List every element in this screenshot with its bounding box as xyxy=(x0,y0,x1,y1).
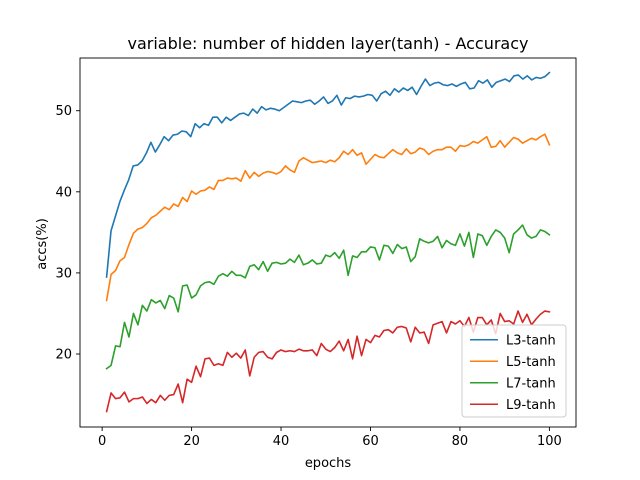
axes-frame xyxy=(79,57,577,428)
y-tick-label: 20 xyxy=(55,348,72,363)
chart-title: variable: number of hidden layer(tanh) -… xyxy=(127,34,528,53)
x-tick-label: 20 xyxy=(183,434,200,449)
y-axis-label: accs(%) xyxy=(35,218,50,270)
y-tick-label: 50 xyxy=(55,104,72,119)
y-tick-label: 40 xyxy=(55,185,72,200)
x-tick-label: 60 xyxy=(362,434,379,449)
plot-area: 0 20 40 60 80 100 20 30 40 50 L3-tanh L5-tanh L7-tan… xyxy=(55,57,577,449)
legend-label-l7-tanh: L7-tanh xyxy=(506,376,556,391)
x-axis-label: epochs xyxy=(305,456,352,471)
series-line-l7-tanh xyxy=(105,224,551,370)
legend-label-l5-tanh: L5-tanh xyxy=(506,355,556,370)
x-tick-label: 80 xyxy=(452,434,469,449)
legend-label-l9-tanh: L9-tanh xyxy=(506,398,556,413)
x-tick-label: 100 xyxy=(537,434,562,449)
x-tick-label: 0 xyxy=(98,434,106,449)
x-tick-label: 40 xyxy=(273,434,290,449)
legend-box xyxy=(461,324,567,418)
y-tick-label: 30 xyxy=(55,266,72,281)
series-line-l3-tanh xyxy=(105,71,551,278)
legend: L3-tanh L5-tanh L7-tanh L9-tanh xyxy=(461,324,567,418)
legend-label-l3-tanh: L3-tanh xyxy=(506,333,556,348)
series-line-l5-tanh xyxy=(105,133,551,302)
